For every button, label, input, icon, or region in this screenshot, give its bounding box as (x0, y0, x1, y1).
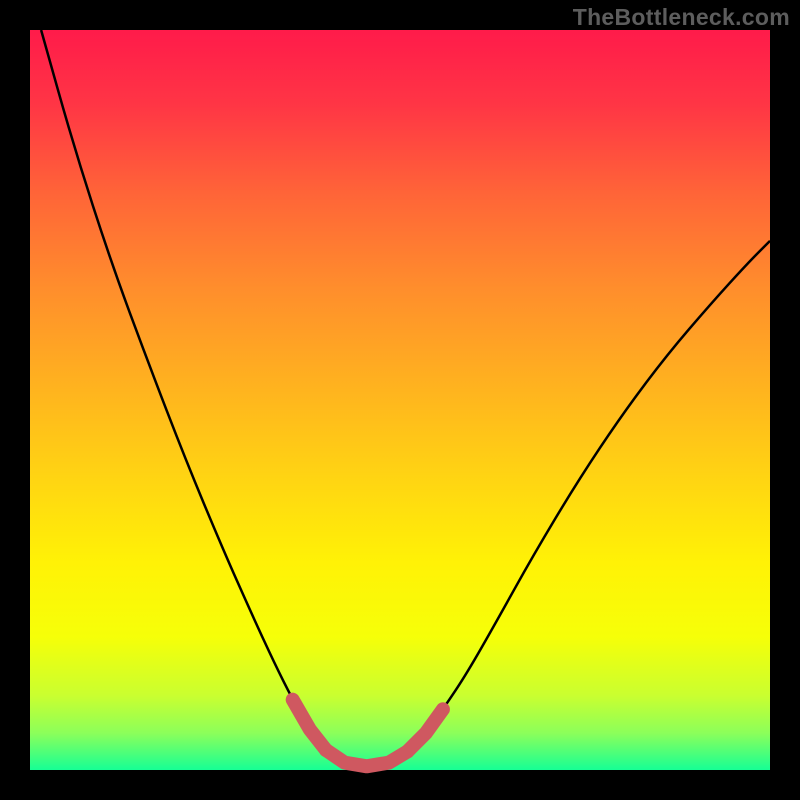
bottleneck-chart-svg (0, 0, 800, 800)
attribution-watermark: TheBottleneck.com (573, 4, 790, 31)
chart-stage: TheBottleneck.com (0, 0, 800, 800)
plot-background (30, 30, 770, 770)
